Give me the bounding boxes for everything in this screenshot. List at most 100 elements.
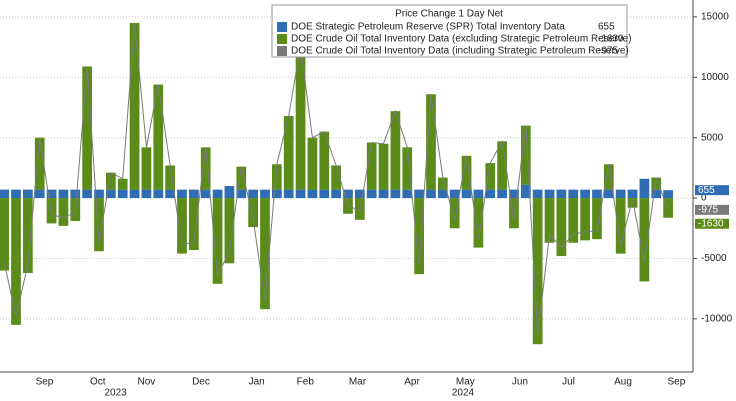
bar (402, 147, 413, 190)
bar (520, 125, 531, 185)
bar (177, 198, 187, 254)
bar (639, 178, 650, 199)
value-tag (695, 204, 729, 215)
x-tick-label: Jan (249, 377, 265, 388)
bar (165, 189, 175, 199)
bar (153, 189, 164, 199)
bar (0, 198, 10, 271)
bar (165, 165, 175, 190)
x-tick-label: Feb (297, 377, 315, 388)
bar (556, 198, 567, 257)
x-tick-label: Apr (404, 377, 420, 388)
bar (236, 189, 247, 199)
bar (532, 189, 543, 199)
bar (295, 189, 306, 199)
bar (271, 164, 282, 190)
bar (129, 189, 140, 199)
bar (580, 189, 590, 199)
bar (592, 189, 602, 199)
x-tick-label: Oct (90, 377, 106, 388)
bar (651, 189, 662, 199)
bar (449, 198, 460, 229)
bar (603, 164, 614, 190)
legend-swatch (277, 34, 287, 44)
bar (58, 198, 69, 226)
bar (544, 198, 555, 243)
bar (200, 147, 211, 190)
bar (307, 189, 318, 199)
bar (343, 189, 353, 199)
y-tick-label: 10000 (701, 72, 729, 83)
x-tick-label: Nov (138, 377, 156, 388)
x-tick-label: May (456, 377, 475, 388)
bar (331, 165, 341, 190)
bar (46, 198, 57, 224)
bar (94, 198, 104, 252)
bar (188, 198, 199, 251)
bar (11, 198, 21, 325)
line (3, 22, 669, 336)
bar (58, 189, 69, 199)
bar (532, 198, 543, 345)
bar (414, 189, 424, 199)
bar (509, 189, 519, 199)
bar (70, 189, 81, 199)
bar (615, 198, 626, 254)
bar (663, 198, 673, 218)
bar (592, 198, 602, 240)
bar (283, 115, 294, 190)
bar (568, 198, 579, 243)
bar (295, 45, 306, 190)
bar (556, 189, 567, 199)
bar (319, 189, 330, 199)
bar (426, 189, 436, 199)
bar (663, 190, 673, 199)
bar (236, 166, 247, 190)
bar (627, 189, 638, 199)
x-tick-label: Aug (614, 377, 632, 388)
bar (520, 184, 531, 199)
bar (82, 66, 93, 190)
bar (319, 131, 330, 190)
bar (603, 189, 614, 199)
bar (141, 189, 152, 199)
bar (46, 189, 57, 199)
bar (34, 137, 45, 190)
x-tick-label: Dec (192, 377, 210, 388)
bar (153, 84, 164, 190)
legend-swatch (277, 46, 287, 56)
bar (23, 189, 33, 199)
x-tick-label: Jul (562, 377, 575, 388)
bar (473, 198, 484, 248)
bar (224, 198, 235, 264)
bar (426, 94, 436, 190)
bar (402, 189, 413, 199)
bar (117, 189, 128, 199)
bar (177, 189, 187, 199)
bar (283, 189, 294, 199)
bar (509, 198, 519, 229)
legend-title: Price Change 1 Day Net (395, 9, 503, 20)
bar (200, 189, 211, 199)
x-tick-label: Mar (349, 377, 367, 388)
bar (331, 189, 341, 199)
value-tag (695, 185, 729, 196)
bar (639, 198, 650, 282)
bar (497, 189, 507, 199)
value-tag-label: -975 (698, 204, 718, 215)
bar (23, 198, 33, 273)
bar (82, 189, 93, 199)
bar (105, 189, 116, 199)
bar (34, 189, 45, 199)
legend-swatch (277, 22, 287, 32)
bar (627, 198, 638, 208)
legend-box (271, 4, 628, 58)
bar (0, 189, 10, 199)
legend-label: DOE Strategic Petroleum Reserve (SPR) To… (291, 22, 565, 33)
bar (141, 147, 152, 190)
bar (260, 198, 270, 310)
bar (354, 189, 365, 199)
value-tag (695, 218, 729, 229)
bar (449, 189, 460, 199)
